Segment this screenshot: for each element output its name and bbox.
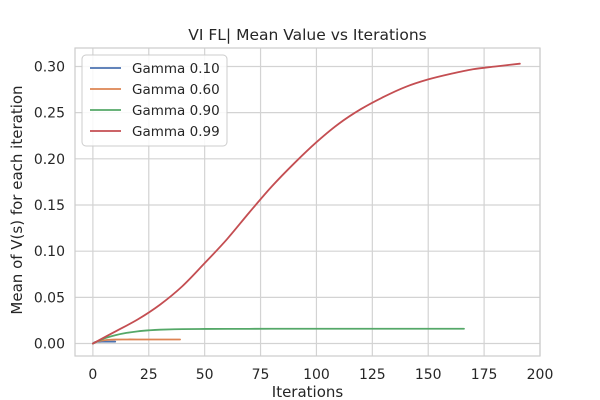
x-tick-label: 125	[359, 367, 386, 383]
legend-label-gamma-0.60: Gamma 0.60	[132, 82, 220, 98]
series-line-gamma-0.99	[91, 62, 521, 345]
x-tick-label: 200	[527, 367, 554, 383]
x-axis-label: Iterations	[272, 383, 344, 400]
y-tick-label: 0.15	[34, 198, 65, 214]
x-tick-label: 50	[196, 367, 214, 383]
x-tick-label: 0	[88, 367, 97, 383]
y-tick-label: 0.05	[34, 290, 65, 306]
legend-label-gamma-0.10: Gamma 0.10	[132, 61, 220, 77]
legend-box	[81, 54, 228, 147]
x-tick-label: 25	[140, 367, 158, 383]
legend: Gamma 0.10 Gamma 0.60 Gamma 0.90 Gamma 0…	[81, 54, 228, 147]
x-tick-label: 150	[415, 367, 442, 383]
y-tick-label: 0.20	[34, 152, 65, 168]
tick-labels: 0 25 50 75 100 125 150 175 200 0.00 0.05 0.10 0.15 0.…	[34, 59, 554, 383]
legend-label-gamma-0.99: Gamma 0.99	[132, 124, 220, 140]
y-tick-label: 0.25	[34, 106, 65, 122]
x-tick-label: 75	[252, 367, 270, 383]
series-lines	[91, 62, 521, 345]
y-axis-label: Mean of V(s) for each iteration	[8, 85, 26, 314]
series-line-gamma-0.90	[91, 327, 465, 345]
y-tick-label: 0.10	[34, 244, 65, 260]
y-tick-label: 0.30	[34, 59, 65, 75]
x-tick-label: 100	[303, 367, 330, 383]
chart-title: VI FL| Mean Value vs Iterations	[188, 26, 426, 44]
y-tick-label: 0.00	[34, 337, 65, 353]
plot-frame	[74, 47, 541, 357]
x-tick-label: 175	[471, 367, 498, 383]
legend-label-gamma-0.90: Gamma 0.90	[132, 103, 220, 119]
